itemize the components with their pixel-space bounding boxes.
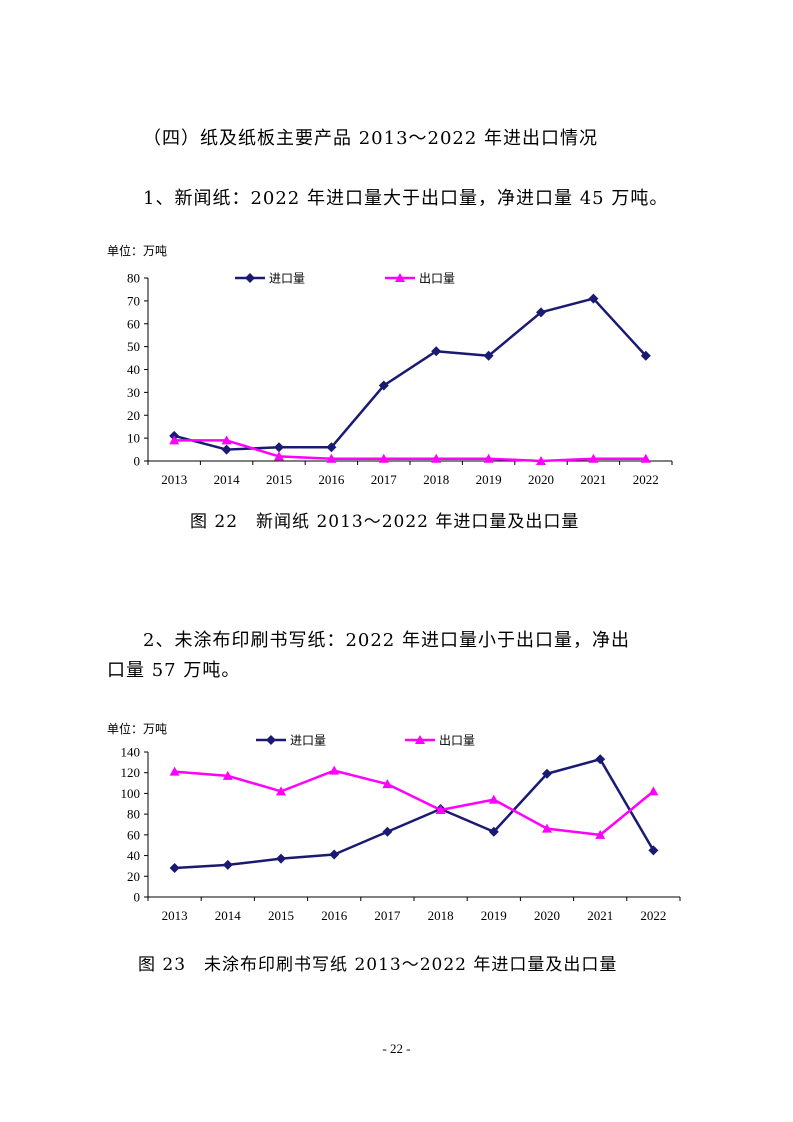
x-tick-label: 2013 [162,908,188,923]
export-point [488,794,499,804]
series-line-export [174,769,655,837]
import-point [595,754,606,765]
export-point [169,435,180,445]
export-point [640,453,651,463]
y-tick-label: 100 [121,786,141,801]
export-point [431,453,442,463]
x-tick-label: 2020 [534,908,560,923]
figure-23-caption: 图 23 未涂布印刷书写纸 2013～2022 年进口量及出口量 [138,955,618,975]
uncoated-paper-paragraph-line1: 2、未涂布印刷书写纸：2022 年进口量小于出口量，净出 [143,630,630,651]
export-point [329,765,340,775]
export-point [274,451,284,461]
uncoated-paper-chart: 单位：万吨 0 20 40 60 80 100 120 140 2013 2014 2015 2016 2… [107,721,681,923]
x-tick-label: 2022 [633,472,659,487]
export-point [536,456,546,465]
import-point [488,826,499,837]
figure-22-caption: 图 22 新闻纸 2013～2022 年进口量及出口量 [190,512,580,532]
y-tick-label: 40 [127,848,140,863]
uncoated-paper-paragraph-line2: 口量 57 万吨。 [107,660,241,681]
newsprint-chart: 单位：万吨 0 10 20 30 40 50 60 70 80 2013 2014 2015 2016 20… [107,243,673,487]
legend-marker [245,273,255,283]
import-point [648,845,659,856]
legend-label-import: 进口量 [269,272,305,286]
x-tick-label: 2022 [640,908,666,923]
x-tick-label: 2015 [268,908,294,923]
export-point [169,766,180,776]
import-point [276,853,286,864]
export-point [588,453,599,463]
y-tick-label: 30 [127,385,140,400]
x-tick-label: 2021 [580,472,606,487]
y-tick-label: 0 [134,890,141,905]
import-point [483,350,494,361]
import-point [536,307,546,318]
x-tick-label: 2018 [428,908,454,923]
import-point [588,293,599,304]
import-point [382,826,393,837]
y-tick-label: 80 [127,807,140,822]
legend-label-export: 出口量 [439,734,475,748]
y-tick-label: 0 [134,454,141,469]
import-point [542,768,552,779]
unit-label: 单位：万吨 [107,243,167,258]
y-tick-label: 40 [127,362,140,377]
legend-marker [266,735,276,745]
y-tick-label: 60 [127,827,140,842]
import-point [274,442,284,453]
x-tick-label: 2014 [214,472,241,487]
export-point [222,770,233,780]
import-point [640,350,651,361]
export-point [326,453,337,463]
legend-marker [395,273,405,282]
y-tick-label: 10 [127,431,140,446]
x-tick-label: 2020 [528,472,554,487]
x-tick-label: 2014 [215,908,242,923]
x-tick-label: 2015 [266,472,292,487]
y-tick-label: 70 [127,293,140,308]
export-point [595,829,606,839]
section-heading: （四）纸及纸板主要产品 2013～2022 年进出口情况 [143,128,599,149]
import-point [326,442,337,453]
y-tick-label: 80 [127,271,140,286]
import-point [329,849,340,860]
export-point [483,453,494,463]
y-tick-label: 120 [121,765,141,780]
x-tick-label: 2017 [371,472,398,487]
page-number: - 22 - [382,1041,411,1056]
export-point [276,786,286,796]
import-point [431,346,442,357]
x-tick-label: 2021 [587,908,613,923]
legend-label-import: 进口量 [290,734,326,748]
y-tick-label: 60 [127,316,140,331]
x-tick-label: 2016 [321,908,348,923]
x-tick-label: 2019 [476,472,502,487]
export-point [378,453,389,463]
x-tick-label: 2017 [374,908,401,923]
unit-label: 单位：万吨 [107,721,167,736]
newsprint-paragraph: 1、新闻纸：2022 年进口量大于出口量，净进口量 45 万吨。 [143,188,669,209]
x-tick-label: 2019 [481,908,507,923]
export-point [648,786,659,796]
x-tick-label: 2013 [161,472,187,487]
y-tick-label: 140 [121,745,141,760]
import-point [222,859,233,870]
y-tick-label: 20 [127,869,140,884]
series-line-import [173,297,647,451]
import-point [169,863,180,873]
export-point [382,779,393,789]
x-tick-label: 2016 [318,472,345,487]
series-line-import [174,758,655,870]
y-tick-label: 50 [127,339,140,354]
import-point [221,444,232,455]
y-tick-label: 20 [127,408,140,423]
export-point [435,805,446,814]
export-point [542,823,552,833]
x-tick-label: 2018 [423,472,449,487]
export-point [221,435,232,445]
series-line-export [174,439,646,463]
legend-label-export: 出口量 [419,272,455,286]
legend-marker [415,735,425,744]
import-point [378,380,389,391]
